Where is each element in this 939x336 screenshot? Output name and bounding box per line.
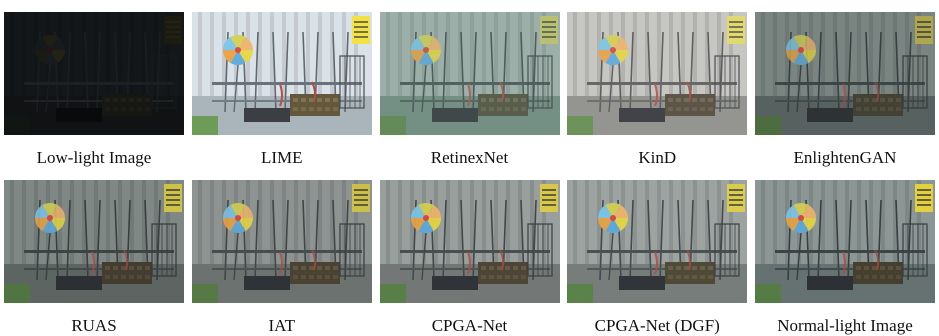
thumbnail-image [191, 12, 372, 135]
thumbnail-image [567, 12, 748, 135]
thumbnail-image [191, 180, 372, 303]
panel-caption: CPGA-Net (DGF) [594, 316, 720, 335]
panel-caption: RetinexNet [430, 148, 509, 167]
panel-cpga-net-dgf: CPGA-Net (DGF) [567, 180, 748, 336]
thumbnail-image [567, 180, 748, 303]
panel-caption: KinD [638, 148, 677, 167]
panel-caption: CPGA-Net [431, 316, 508, 335]
panel-lime: LIME [191, 12, 372, 168]
figure-row-2: RUAS IAT CPGA-Net CPGA-Net (DGF) Normal-… [4, 180, 935, 336]
thumbnail-image [755, 180, 935, 303]
panel-caption: IAT [268, 316, 295, 335]
panel-caption: Normal-light Image [777, 316, 913, 335]
thumbnail-image [755, 12, 935, 135]
scene-drawing [379, 12, 560, 135]
scene-drawing [755, 12, 935, 135]
panel-retinexnet: RetinexNet [379, 12, 560, 168]
thumbnail-image [379, 180, 560, 303]
thumbnail-image [4, 180, 184, 303]
scene-drawing [191, 12, 372, 135]
scene-drawing [379, 180, 560, 303]
panel-cpga-net: CPGA-Net [379, 180, 560, 336]
scene-drawing [191, 180, 372, 303]
panel-low-light: Low-light Image [4, 12, 184, 168]
panel-caption: RUAS [71, 316, 117, 335]
panel-iat: IAT [191, 180, 372, 336]
thumbnail-image [379, 12, 560, 135]
panel-normal-light: Normal-light Image [755, 180, 935, 336]
scene-drawing [4, 180, 184, 303]
thumbnail-image [4, 12, 184, 135]
panel-caption: LIME [260, 148, 303, 167]
figure-row-1: Low-light Image LIME RetinexNet KinD Enl… [4, 12, 935, 168]
panel-caption: EnlightenGAN [793, 148, 897, 167]
panel-kind: KinD [567, 12, 748, 168]
scene-drawing [567, 12, 748, 135]
panel-caption: Low-light Image [36, 148, 152, 167]
scene-drawing [4, 12, 184, 135]
comparison-figure: Low-light Image LIME RetinexNet KinD Enl… [4, 12, 935, 336]
panel-enlightengan: EnlightenGAN [755, 12, 935, 168]
scene-drawing [755, 180, 935, 303]
scene-drawing [567, 180, 748, 303]
panel-ruas: RUAS [4, 180, 184, 336]
